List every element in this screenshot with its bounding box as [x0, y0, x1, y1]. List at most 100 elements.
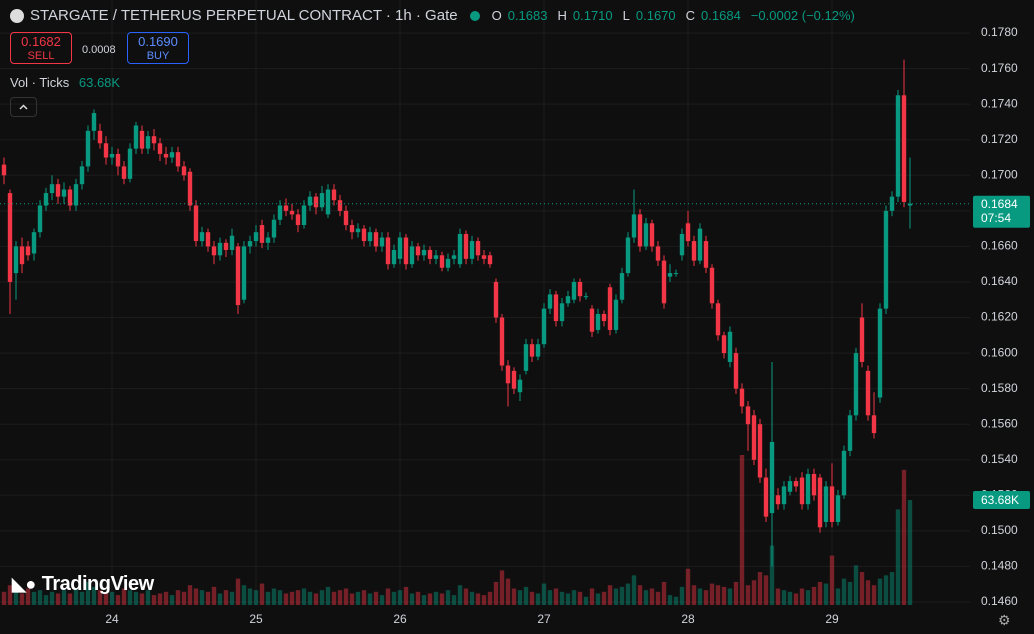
- volume-bar: [793, 593, 799, 605]
- volume-bar: [553, 588, 559, 605]
- candle-body: [709, 267, 715, 304]
- volume-bar: [139, 593, 145, 605]
- brand-logo[interactable]: ◣● TradingView: [12, 573, 154, 595]
- volume-bar: [817, 581, 823, 605]
- candle-body: [787, 481, 793, 492]
- volume-bar: [589, 588, 595, 605]
- candle-body: [1, 164, 7, 176]
- volume-name: Vol · Ticks: [10, 75, 70, 90]
- candle-body: [451, 255, 457, 259]
- candle-body: [535, 344, 541, 357]
- volume-bar: [211, 586, 217, 605]
- volume-legend: Vol · Ticks 63.68K: [10, 75, 120, 90]
- volume-bar: [847, 581, 853, 605]
- candle-body: [631, 214, 637, 238]
- candle-body: [499, 317, 505, 366]
- volume-bar: [163, 591, 169, 605]
- volume-bar: [601, 591, 607, 605]
- candle-body: [307, 196, 313, 206]
- volume-bar: [277, 590, 283, 605]
- volume-bar: [175, 590, 181, 605]
- candle-body: [811, 473, 817, 496]
- candle-body: [661, 260, 667, 304]
- candle-body: [721, 335, 727, 354]
- candle-body: [901, 95, 907, 202]
- volume-bar: [691, 585, 697, 605]
- candle-body: [127, 148, 133, 179]
- candle-body: [289, 210, 295, 215]
- candle-body: [421, 249, 427, 256]
- symbol-title[interactable]: STARGATE / TETHERUS PERPETUAL CONTRACT ·…: [30, 7, 458, 24]
- sell-button[interactable]: 0.1682 SELL: [10, 32, 72, 64]
- volume-bar: [457, 585, 463, 605]
- volume-bar: [229, 591, 235, 605]
- candle-body: [463, 233, 469, 259]
- volume-bar: [883, 575, 889, 605]
- volume-bar: [199, 590, 205, 605]
- spread: 0.0008: [82, 44, 116, 56]
- candle-body: [691, 241, 697, 261]
- volume-bar: [379, 595, 385, 605]
- volume-bar: [625, 583, 631, 605]
- price-axis-bg: [970, 0, 1034, 634]
- volume-bar: [19, 593, 25, 605]
- volume-bar: [733, 581, 739, 605]
- volume-bar: [217, 593, 223, 605]
- volume-bar: [565, 593, 571, 605]
- candle-body: [145, 136, 151, 149]
- collapse-button[interactable]: [10, 97, 37, 117]
- candle-body: [325, 189, 331, 215]
- candle-body: [253, 232, 259, 242]
- volume-bar: [67, 593, 73, 605]
- candle-body: [703, 241, 709, 268]
- volume-bar: [7, 585, 13, 605]
- volume-bar: [643, 590, 649, 605]
- settings-icon[interactable]: ⚙: [998, 612, 1011, 628]
- candle-body: [547, 294, 553, 309]
- buy-button[interactable]: 0.1690 BUY: [127, 32, 189, 64]
- candle-body: [685, 223, 691, 242]
- candle-body: [643, 223, 649, 247]
- candle-body: [715, 303, 721, 336]
- volume-bar: [247, 588, 253, 605]
- candle-body: [769, 441, 775, 514]
- candle-body: [313, 196, 319, 208]
- volume-bar: [469, 591, 475, 605]
- volume-bar: [151, 595, 157, 605]
- candle-body: [517, 379, 523, 393]
- candle-body: [79, 166, 85, 185]
- candle-body: [847, 415, 853, 451]
- candle-body: [871, 415, 877, 434]
- volume-bar: [583, 596, 589, 605]
- candle-body: [445, 258, 451, 268]
- volume-bar: [607, 585, 613, 605]
- volume-value: 63.68K: [78, 75, 121, 90]
- candle-body: [355, 228, 361, 233]
- y-tick-label: 0.1660: [981, 239, 1018, 253]
- volume-bar: [205, 591, 211, 605]
- candle-body: [433, 255, 439, 259]
- candle-body: [319, 193, 325, 208]
- volume-bar: [97, 590, 103, 605]
- volume-bar: [709, 583, 715, 605]
- candle-body: [589, 308, 595, 332]
- volume-bar: [55, 593, 61, 605]
- candle-body: [793, 481, 799, 487]
- volume-bar: [79, 591, 85, 605]
- volume-bar: [115, 595, 121, 605]
- volume-bar: [739, 455, 745, 605]
- candle-body: [541, 308, 547, 345]
- candle-body: [109, 153, 115, 158]
- volume-bar: [727, 588, 733, 605]
- x-tick-label: 27: [537, 612, 551, 626]
- last-price-label: 0.1684: [981, 197, 1018, 211]
- volume-bar: [775, 588, 781, 605]
- candle-body: [625, 237, 631, 274]
- candle-body: [439, 255, 445, 268]
- volume-bar: [679, 586, 685, 605]
- candle-body: [595, 313, 601, 330]
- countdown-label: 07:54: [981, 211, 1011, 225]
- ohlc-value: 0.1684: [701, 8, 741, 23]
- volume-bar: [91, 586, 97, 605]
- candle-body: [181, 166, 187, 176]
